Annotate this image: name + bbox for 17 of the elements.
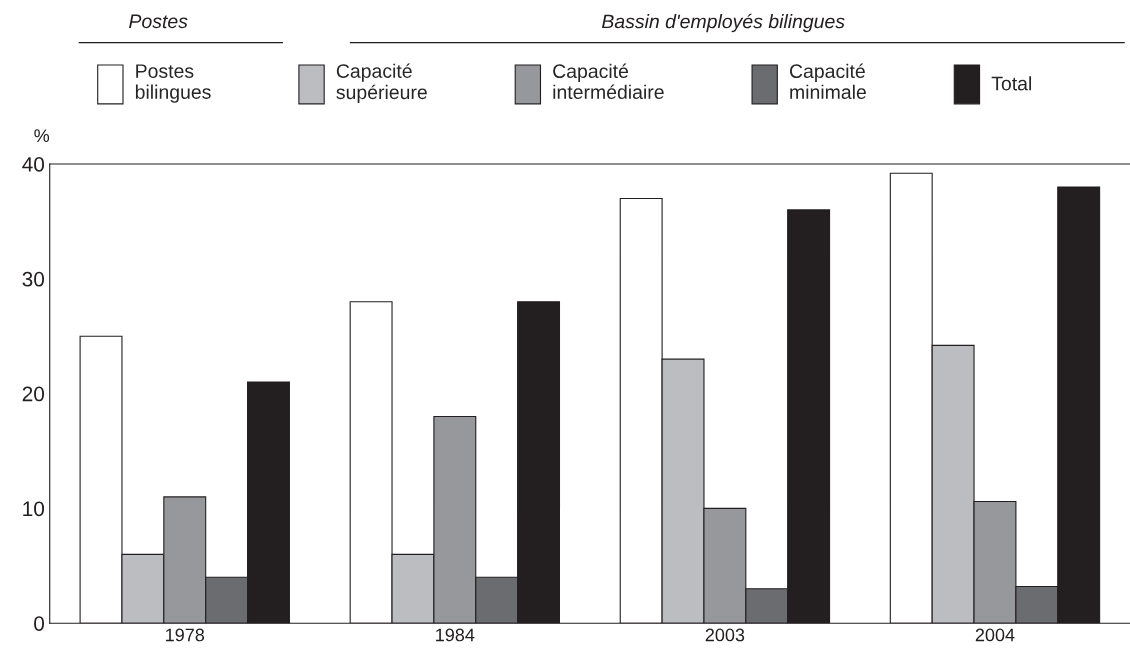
y-tick-label: 40	[22, 157, 45, 172]
y-tick-label: 0	[34, 616, 45, 631]
y-tick-label: 30	[22, 271, 45, 287]
legend-label: Capacité supérieure	[336, 63, 427, 103]
text: Bassin d'employés bilingues	[601, 13, 845, 33]
y-tick-label: 20	[22, 386, 45, 402]
legend-label: Total	[991, 76, 1031, 91]
y-tick-label: 10	[23, 501, 45, 517]
y-axis-title: %	[34, 129, 50, 142]
legend-label: Capacité minimale	[789, 63, 866, 100]
x-tick-label: 2004	[975, 628, 1015, 642]
text: Postes	[129, 14, 188, 29]
legend-label: Capacité intermédiaire	[553, 63, 664, 100]
x-tick-label: 2003	[705, 628, 745, 642]
x-tick-label: 1978	[166, 628, 205, 642]
x-tick-label: 1984	[436, 628, 475, 642]
legend-label: Postes bilingues	[135, 64, 211, 103]
